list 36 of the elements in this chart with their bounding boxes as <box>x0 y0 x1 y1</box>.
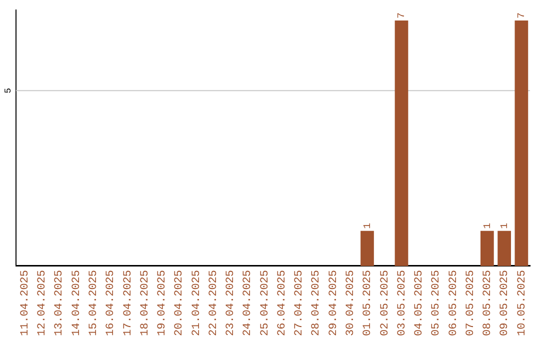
data-label: 7 <box>397 12 408 19</box>
x-tick-label: 27.04.2025 <box>294 270 306 336</box>
x-tick-label: 02.05.2025 <box>379 270 392 336</box>
x-tick-label: 26.04.2025 <box>276 270 288 336</box>
x-tick-label: 10.05.2025 <box>516 270 528 336</box>
x-tick-label: 21.04.2025 <box>190 270 203 336</box>
data-label: 7 <box>517 12 528 19</box>
data-label: 1 <box>500 222 511 229</box>
x-tick-label: 17.04.2025 <box>122 270 134 336</box>
x-tick-label: 28.04.2025 <box>310 270 323 336</box>
x-tick-label: 05.05.2025 <box>430 270 443 336</box>
x-tick-label: 30.04.2025 <box>345 270 358 336</box>
x-tick-label: 29.04.2025 <box>328 270 340 336</box>
x-tick-label: 15.04.2025 <box>88 270 100 336</box>
data-label: 1 <box>482 222 494 229</box>
x-tick-label: 13.04.2025 <box>54 270 66 336</box>
x-tick-label: 18.04.2025 <box>139 270 152 336</box>
x-tick-label: 12.04.2025 <box>36 270 49 336</box>
x-tick-label: 16.04.2025 <box>105 270 118 336</box>
x-tick-label: 23.04.2025 <box>225 270 238 336</box>
x-tick-label: 22.04.2025 <box>208 270 220 336</box>
x-tick-label: 19.04.2025 <box>156 270 169 336</box>
x-tick-label: 14.04.2025 <box>70 270 83 336</box>
x-tick-label: 01.05.2025 <box>362 270 374 336</box>
x-tick-label: 24.04.2025 <box>242 270 254 336</box>
ref-line-label: 5 <box>3 88 14 94</box>
x-tick-label: 06.05.2025 <box>448 270 460 336</box>
data-label: 1 <box>362 222 374 229</box>
x-tick-label: 09.05.2025 <box>499 270 512 336</box>
x-tick-label: 20.04.2025 <box>174 270 186 336</box>
x-tick-label: 04.05.2025 <box>414 270 426 336</box>
x-tick-label: 11.04.2025 <box>19 270 32 336</box>
x-tick-label: 07.05.2025 <box>464 270 477 336</box>
x-tick-label: 08.05.2025 <box>482 270 494 336</box>
x-tick-label: 03.05.2025 <box>396 270 408 336</box>
x-tick-label: 25.04.2025 <box>259 270 272 336</box>
